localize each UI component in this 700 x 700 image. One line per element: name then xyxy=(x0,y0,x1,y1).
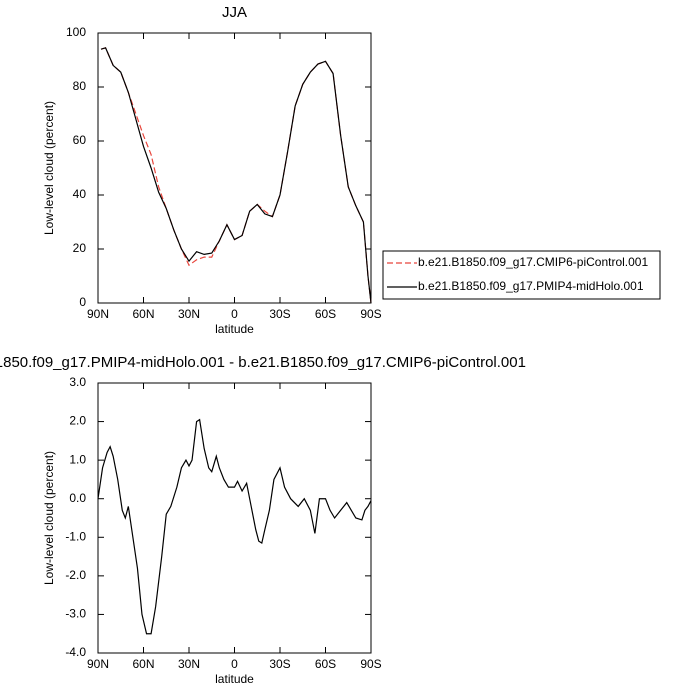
x-tick-label: 60N xyxy=(132,307,154,321)
x-tick-label: 90S xyxy=(360,307,381,321)
x-tick-label: 90N xyxy=(87,657,109,671)
y-tick-label: 2.0 xyxy=(69,414,86,428)
y-axis-label: Low-level cloud (percent) xyxy=(42,451,56,585)
x-axis-label: latitude xyxy=(215,672,254,686)
x-tick-label: 60S xyxy=(315,307,336,321)
legend-label: b.e21.B1850.f09_g17.PMIP4-midHolo.001 xyxy=(418,279,644,293)
x-tick-label: 30S xyxy=(269,307,290,321)
y-tick-label: -4.0 xyxy=(65,645,86,659)
x-tick-label: 60S xyxy=(315,657,336,671)
legend-box xyxy=(382,250,661,300)
plot-frame xyxy=(97,32,372,304)
y-tick-label: 3.0 xyxy=(69,375,86,389)
y-tick-label: 1.0 xyxy=(69,452,86,466)
x-tick-label: 30N xyxy=(178,657,200,671)
y-tick-label: 80 xyxy=(73,79,87,93)
x-tick-label: 60N xyxy=(132,657,154,671)
x-tick-label: 30S xyxy=(269,657,290,671)
y-tick-label: 40 xyxy=(73,187,87,201)
y-tick-label: -1.0 xyxy=(65,529,86,543)
chart-title: b.e21.B1850.f09_g17.PMIP4-midHolo.001 - … xyxy=(0,354,526,371)
plot-frame xyxy=(97,382,372,654)
y-tick-label: -2.0 xyxy=(65,568,86,582)
y-tick-label: -3.0 xyxy=(65,607,86,621)
x-tick-label: 30N xyxy=(178,307,200,321)
x-tick-label: 0 xyxy=(231,657,238,671)
y-tick-label: 20 xyxy=(73,241,87,255)
y-tick-label: 60 xyxy=(73,133,87,147)
data-line xyxy=(100,47,372,304)
data-line xyxy=(97,418,372,635)
x-tick-label: 0 xyxy=(231,307,238,321)
data-line xyxy=(100,47,372,304)
x-tick-label: 90N xyxy=(87,307,109,321)
chart-title: JJA xyxy=(222,4,247,21)
y-tick-label: 0.0 xyxy=(69,491,86,505)
y-tick-label: 0 xyxy=(79,295,86,309)
y-tick-label: 100 xyxy=(66,25,86,39)
legend-label: b.e21.B1850.f09_g17.CMIP6-piControl.001 xyxy=(418,255,648,269)
x-tick-label: 90S xyxy=(360,657,381,671)
x-axis-label: latitude xyxy=(215,322,254,336)
y-axis-label: Low-level cloud (percent) xyxy=(42,101,56,235)
